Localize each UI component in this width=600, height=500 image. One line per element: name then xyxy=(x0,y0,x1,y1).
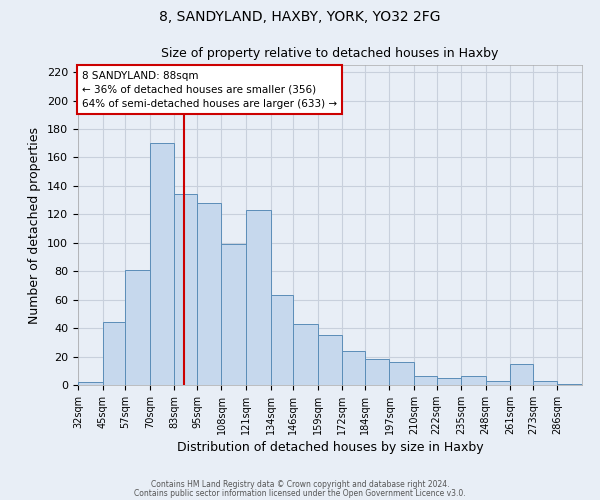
Bar xyxy=(221,244,246,385)
X-axis label: Distribution of detached houses by size in Haxby: Distribution of detached houses by size … xyxy=(176,441,484,454)
Text: Contains HM Land Registry data © Crown copyright and database right 2024.: Contains HM Land Registry data © Crown c… xyxy=(151,480,449,489)
Text: 8, SANDYLAND, HAXBY, YORK, YO32 2FG: 8, SANDYLAND, HAXBY, YORK, YO32 2FG xyxy=(159,10,441,24)
Bar xyxy=(414,376,437,385)
Text: Contains public sector information licensed under the Open Government Licence v3: Contains public sector information licen… xyxy=(134,488,466,498)
Bar xyxy=(125,270,150,385)
Bar xyxy=(342,351,365,385)
Bar xyxy=(557,384,582,385)
Y-axis label: Number of detached properties: Number of detached properties xyxy=(28,126,41,324)
Bar xyxy=(533,380,557,385)
Bar xyxy=(197,203,221,385)
Bar xyxy=(293,324,318,385)
Bar xyxy=(461,376,486,385)
Bar xyxy=(174,194,197,385)
Bar xyxy=(150,143,174,385)
Bar xyxy=(510,364,533,385)
Bar xyxy=(103,322,125,385)
Bar xyxy=(486,380,510,385)
Bar xyxy=(271,296,293,385)
Bar xyxy=(78,382,103,385)
Bar xyxy=(318,335,342,385)
Bar xyxy=(389,362,414,385)
Text: 8 SANDYLAND: 88sqm
← 36% of detached houses are smaller (356)
64% of semi-detach: 8 SANDYLAND: 88sqm ← 36% of detached hou… xyxy=(82,70,337,108)
Bar xyxy=(365,360,389,385)
Bar xyxy=(246,210,271,385)
Title: Size of property relative to detached houses in Haxby: Size of property relative to detached ho… xyxy=(161,46,499,60)
Bar xyxy=(437,378,461,385)
